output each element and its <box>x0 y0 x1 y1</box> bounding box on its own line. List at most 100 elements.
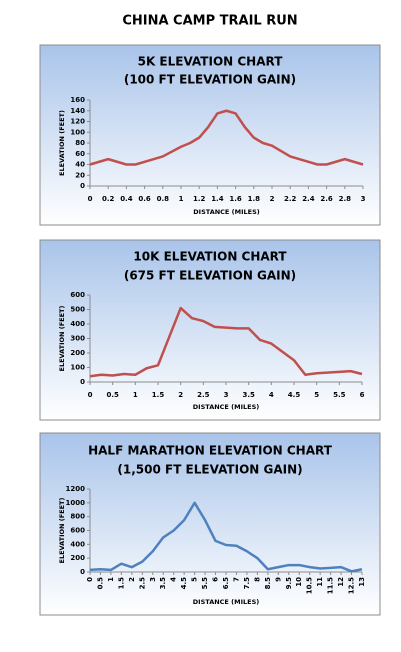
x-tick-label: 9 <box>274 577 282 582</box>
x-tick-label: 1.8 <box>248 195 261 203</box>
x-tick-label: 4.5 <box>288 391 301 399</box>
page-title: CHINA CAMP TRAIL RUN <box>122 14 297 29</box>
elevation-line <box>89 306 363 378</box>
x-tick-label: 12.5 <box>348 577 356 594</box>
elevation-line <box>89 109 364 166</box>
x-tick-label: 0 <box>88 195 93 203</box>
x-tick-label: 5 <box>314 391 319 399</box>
x-tick-label: 5 <box>191 577 199 582</box>
x-tick-label: 3 <box>361 195 366 203</box>
x-tick-label: 4 <box>269 391 274 399</box>
x-tick-label: 1 <box>179 195 184 203</box>
x-tick-label: 4.5 <box>180 577 188 590</box>
x-tick-label: 0 <box>88 391 93 399</box>
y-tick-label: 0 <box>80 378 85 386</box>
x-tick-label: 3.5 <box>159 577 167 590</box>
x-tick-label: 1.5 <box>152 391 165 399</box>
x-tick-label: 0.5 <box>106 391 119 399</box>
x-tick-label: 3 <box>149 577 157 582</box>
y-tick-label: 120 <box>70 118 85 126</box>
y-tick-label: 40 <box>75 161 85 169</box>
x-tick-label: 0 <box>86 577 94 582</box>
chart-title: HALF MARATHON ELEVATION CHART <box>88 444 333 458</box>
x-tick-label: 13 <box>358 577 366 587</box>
x-tick-label: 3 <box>224 391 229 399</box>
y-axis-title: ELEVATION (FEET) <box>58 110 66 176</box>
y-tick-label: 1000 <box>66 499 86 507</box>
x-tick-label: 1 <box>133 391 138 399</box>
x-tick-label: 7.5 <box>243 577 251 590</box>
y-tick-label: 1200 <box>66 485 86 493</box>
y-tick-label: 200 <box>70 554 85 562</box>
x-tick-label: 6 <box>360 391 365 399</box>
x-tick-label: 2.8 <box>339 195 352 203</box>
x-tick-label: 2.2 <box>284 195 297 203</box>
chart-subtitle: (675 FT ELEVATION GAIN) <box>124 269 296 283</box>
x-tick-label: 1.4 <box>211 195 224 203</box>
y-tick-label: 100 <box>70 128 85 136</box>
x-tick-label: 5.5 <box>201 577 209 590</box>
x-tick-label: 6 <box>212 577 220 582</box>
x-tick-label: 2.5 <box>138 577 146 590</box>
chart-panel <box>39 432 381 616</box>
y-tick-label: 500 <box>70 306 85 314</box>
x-axis-title: DISTANCE (MILES) <box>193 598 259 606</box>
x-axis-title: DISTANCE (MILES) <box>193 403 259 411</box>
x-tick-label: 0.4 <box>120 195 133 203</box>
x-tick-label: 7 <box>232 577 240 582</box>
x-axis-title: DISTANCE (MILES) <box>193 208 259 216</box>
x-tick-label: 1.2 <box>193 195 206 203</box>
x-tick-label: 9.5 <box>285 577 293 590</box>
x-tick-label: 2.4 <box>302 195 315 203</box>
x-tick-label: 1.6 <box>229 195 242 203</box>
chart-title: 10K ELEVATION CHART <box>133 250 287 264</box>
x-tick-label: 8 <box>253 577 261 582</box>
chart-subtitle: (100 FT ELEVATION GAIN) <box>124 73 296 87</box>
elevation-line <box>89 501 363 573</box>
x-tick-label: 12 <box>337 577 345 587</box>
y-tick-label: 160 <box>70 96 85 104</box>
x-tick-label: 2 <box>270 195 275 203</box>
chart-panel <box>39 239 381 421</box>
y-tick-label: 20 <box>75 171 85 179</box>
y-axis-title: ELEVATION (FEET) <box>58 498 66 564</box>
x-tick-label: 4 <box>170 577 178 582</box>
y-tick-label: 0 <box>80 568 85 576</box>
x-tick-label: 0.2 <box>102 195 115 203</box>
x-tick-label: 6.5 <box>222 577 230 590</box>
y-tick-label: 100 <box>70 364 85 372</box>
x-tick-label: 11 <box>316 577 324 587</box>
x-tick-label: 8.5 <box>264 577 272 590</box>
y-tick-label: 600 <box>70 291 85 299</box>
y-tick-label: 60 <box>75 150 85 158</box>
x-tick-label: 1.5 <box>117 577 125 590</box>
y-tick-label: 400 <box>70 540 85 548</box>
x-tick-label: 2 <box>178 391 183 399</box>
y-tick-label: 140 <box>70 107 85 115</box>
y-tick-label: 80 <box>75 139 85 147</box>
x-tick-label: 11.5 <box>327 577 335 594</box>
y-axis-title: ELEVATION (FEET) <box>58 306 66 372</box>
y-tick-label: 400 <box>70 320 85 328</box>
x-tick-label: 2.5 <box>197 391 210 399</box>
chart-title: 5K ELEVATION CHART <box>138 55 284 69</box>
x-tick-label: 10.5 <box>306 577 314 594</box>
y-tick-label: 600 <box>70 527 85 535</box>
y-tick-label: 300 <box>70 335 85 343</box>
x-tick-label: 0.5 <box>96 577 104 590</box>
x-tick-label: 0.6 <box>138 195 151 203</box>
x-tick-label: 2 <box>128 577 136 582</box>
y-tick-label: 0 <box>80 182 85 190</box>
y-tick-label: 800 <box>70 513 85 521</box>
x-tick-label: 5.5 <box>333 391 346 399</box>
chart-panel <box>39 44 381 226</box>
x-tick-label: 10 <box>295 577 303 587</box>
x-tick-label: 3.5 <box>242 391 255 399</box>
chart-subtitle: (1,500 FT ELEVATION GAIN) <box>117 463 302 477</box>
x-tick-label: 1 <box>107 577 115 582</box>
x-tick-label: 2.6 <box>320 195 333 203</box>
x-tick-label: 0.8 <box>157 195 170 203</box>
y-tick-label: 200 <box>70 349 85 357</box>
